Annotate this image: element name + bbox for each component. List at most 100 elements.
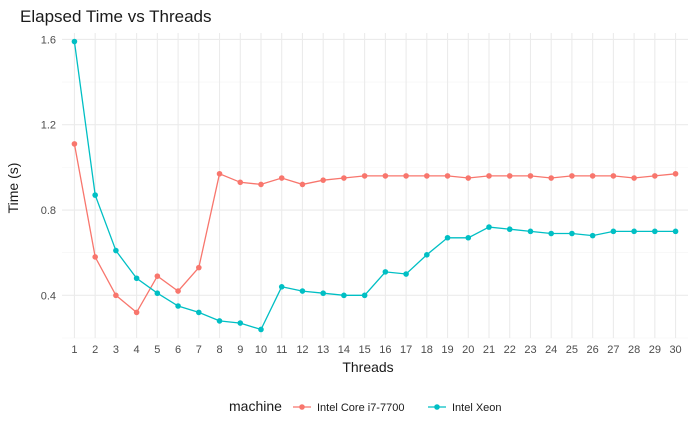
data-point xyxy=(672,170,679,177)
x-tick-label: 8 xyxy=(216,344,222,356)
data-point xyxy=(527,173,534,179)
legend-key-point xyxy=(299,404,305,410)
data-point xyxy=(486,173,492,179)
x-tick-label: 21 xyxy=(483,344,495,356)
data-point xyxy=(672,228,679,235)
data-point xyxy=(299,181,306,188)
data-point xyxy=(133,309,140,316)
x-tick-label: 27 xyxy=(607,344,619,356)
y-tick-label: 1.6 xyxy=(41,34,56,46)
x-tick-label: 1 xyxy=(71,344,77,356)
x-axis-title: Threads xyxy=(342,359,393,375)
y-axis-ticks: 0.4 0.8 1.2 1.6 xyxy=(41,34,56,302)
legend-key-point xyxy=(434,404,440,410)
data-point xyxy=(403,173,409,179)
legend-label: Intel Xeon xyxy=(452,402,502,414)
data-point xyxy=(71,38,78,45)
x-tick-label: 18 xyxy=(421,344,433,356)
x-tick-label: 30 xyxy=(669,344,681,356)
data-point xyxy=(320,177,326,183)
data-point xyxy=(589,232,596,239)
series-line xyxy=(73,41,676,331)
data-point xyxy=(216,170,223,177)
x-tick-label: 24 xyxy=(545,344,557,356)
data-point xyxy=(258,326,264,333)
data-point xyxy=(71,141,78,147)
x-tick-label: 28 xyxy=(628,344,640,356)
data-point xyxy=(444,173,451,179)
data-point xyxy=(154,273,161,279)
x-tick-label: 17 xyxy=(400,344,412,356)
series-1 xyxy=(71,141,679,316)
data-point xyxy=(465,175,472,181)
data-point xyxy=(631,228,637,235)
legend-title: machine xyxy=(229,398,282,414)
x-tick-label: 7 xyxy=(196,344,202,356)
data-point xyxy=(569,173,575,179)
data-point xyxy=(341,292,347,299)
data-point xyxy=(133,275,140,282)
data-point xyxy=(610,173,617,179)
x-axis-ticks: 1 2 3 4 5 6 7 8 9 10 11 12 13 14 15 16 17 18 19 20 21 22 23 24 2… xyxy=(71,344,681,356)
data-point xyxy=(92,192,98,198)
data-point xyxy=(175,288,181,294)
series-2 xyxy=(71,38,679,333)
data-point xyxy=(652,228,658,235)
data-point xyxy=(361,292,368,299)
data-point xyxy=(320,290,326,297)
data-point xyxy=(424,173,430,179)
data-point xyxy=(548,230,554,237)
data-point xyxy=(237,320,244,326)
data-point xyxy=(465,234,472,241)
y-tick-label: 0.4 xyxy=(41,290,56,302)
x-tick-label: 26 xyxy=(587,344,599,356)
x-tick-label: 13 xyxy=(317,344,329,356)
x-tick-label: 9 xyxy=(237,344,243,356)
data-point xyxy=(258,181,264,188)
x-tick-label: 23 xyxy=(524,344,536,356)
data-point xyxy=(569,230,575,237)
x-tick-label: 25 xyxy=(566,344,578,356)
data-point xyxy=(486,224,492,230)
data-point xyxy=(506,173,513,179)
series-layer xyxy=(71,38,679,333)
data-point xyxy=(589,173,596,179)
data-point xyxy=(341,175,347,181)
data-point xyxy=(278,175,285,181)
x-tick-label: 4 xyxy=(134,344,140,356)
data-point xyxy=(382,269,389,275)
data-point xyxy=(196,264,202,271)
data-point xyxy=(278,284,285,290)
data-point xyxy=(237,179,244,186)
data-point xyxy=(652,173,658,179)
x-tick-label: 14 xyxy=(338,344,350,356)
series-line xyxy=(73,143,676,314)
legend-item-1: Intel Core i7-7700 xyxy=(293,402,404,414)
data-point xyxy=(548,175,554,181)
data-point xyxy=(610,228,617,235)
x-tick-label: 12 xyxy=(296,344,308,356)
x-tick-label: 11 xyxy=(276,344,287,356)
x-tick-label: 29 xyxy=(649,344,661,356)
y-tick-label: 1.2 xyxy=(41,120,56,132)
legend: machine Intel Core i7-7700 Intel Xeon xyxy=(229,398,502,414)
data-point xyxy=(216,318,223,324)
x-tick-label: 2 xyxy=(92,344,98,356)
data-point xyxy=(196,309,202,316)
data-point xyxy=(113,292,119,299)
data-point xyxy=(113,247,119,254)
legend-label: Intel Core i7-7700 xyxy=(317,402,404,414)
x-tick-label: 19 xyxy=(441,344,453,356)
data-point xyxy=(361,173,368,179)
data-point xyxy=(403,271,409,277)
data-point xyxy=(506,226,513,233)
data-point xyxy=(175,303,181,309)
data-point xyxy=(92,254,98,260)
x-tick-label: 10 xyxy=(255,344,267,356)
legend-items: Intel Core i7-7700 Intel Xeon xyxy=(293,402,502,414)
data-point xyxy=(424,252,430,258)
chart-title: Elapsed Time vs Threads xyxy=(20,7,212,26)
data-point xyxy=(154,290,161,297)
y-tick-label: 0.8 xyxy=(41,205,56,217)
